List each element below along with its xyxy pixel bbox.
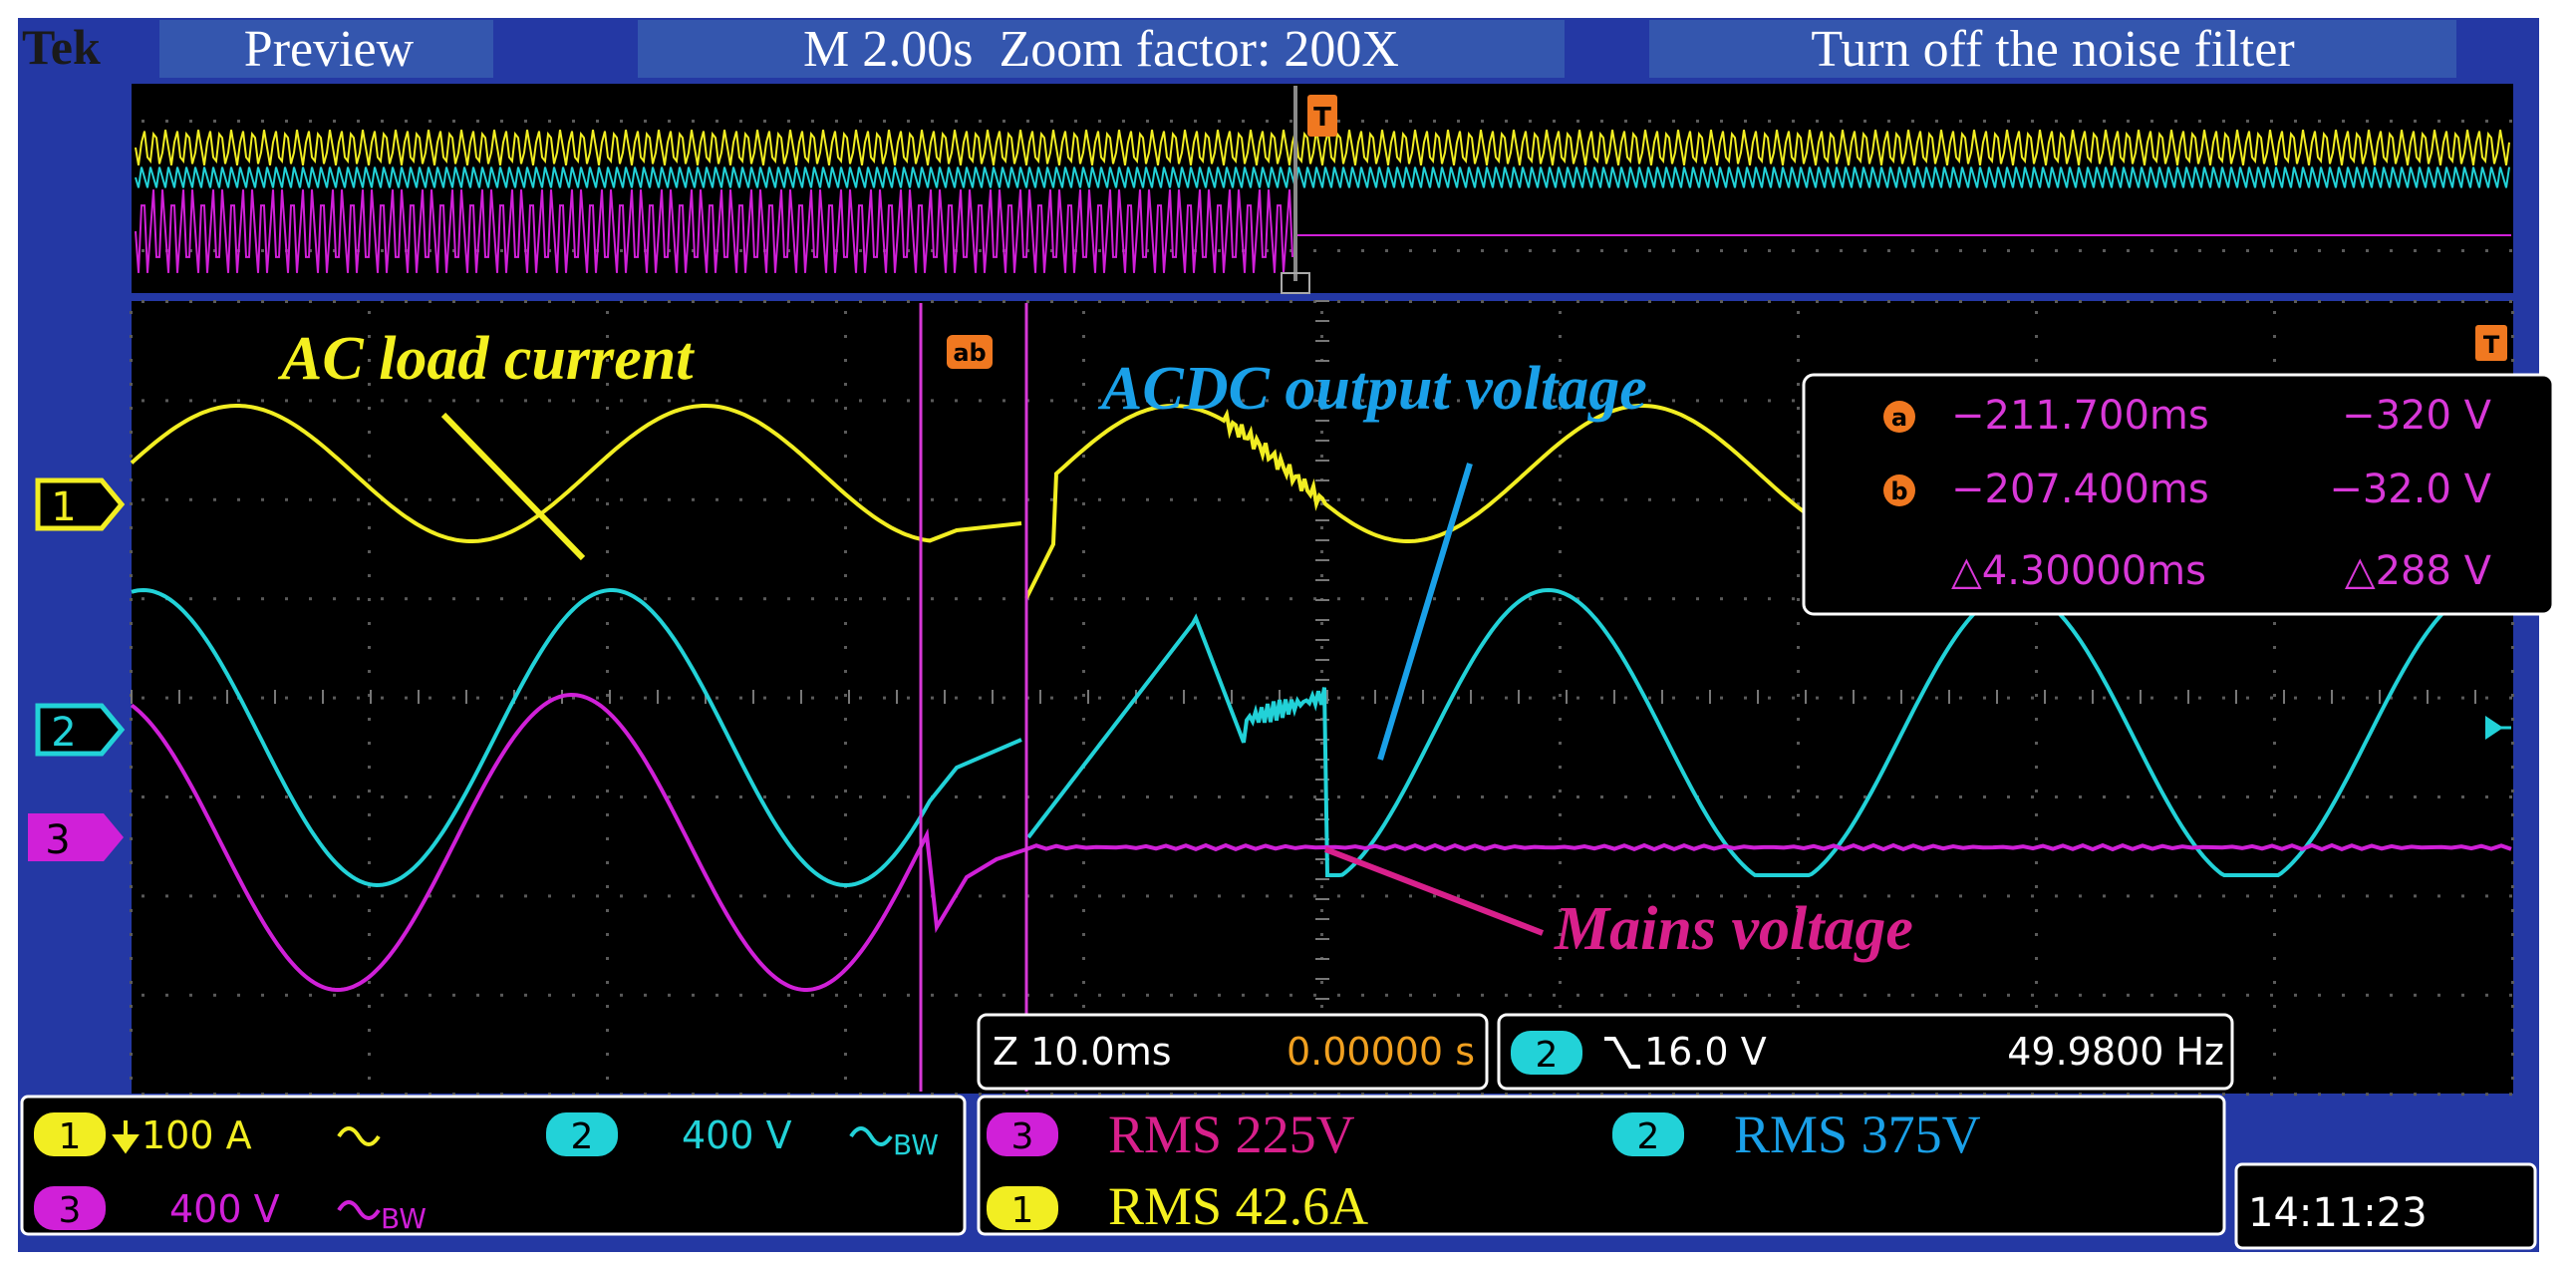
ch1-scale: 100 A bbox=[142, 1113, 252, 1157]
ch3-ac-coupling-icon bbox=[337, 1200, 381, 1220]
brand-logo: Tek bbox=[22, 19, 101, 75]
preview-trace-ch1 bbox=[135, 130, 2510, 165]
trace-ch2-acdc-output-voltage bbox=[131, 587, 2513, 888]
trigger-channel-badge bbox=[1511, 1031, 1582, 1075]
ch3-badge bbox=[34, 1186, 106, 1230]
annotation-mains-voltage: Mains voltage bbox=[1554, 895, 1913, 963]
svg-text:3: 3 bbox=[1011, 1116, 1034, 1157]
meas-ch1-rms: RMS 42.6A bbox=[1108, 1176, 1368, 1236]
clock-time: 14:11:23 bbox=[2248, 1190, 2428, 1236]
annotation-ac-load-current-pointer bbox=[440, 412, 586, 561]
annotation-acdc-output-voltage-pointer bbox=[1377, 463, 1473, 761]
svg-text:a: a bbox=[1891, 404, 1907, 432]
cursor-readout-panel: a −211.700ms −320 V b −207.400ms −32.0 V… bbox=[1802, 373, 2555, 616]
svg-text:1: 1 bbox=[59, 1116, 82, 1157]
zoom-position: 0.00000 s bbox=[1287, 1030, 1475, 1074]
cursor-a-icon bbox=[1883, 401, 1915, 433]
svg-text:2: 2 bbox=[1536, 1035, 1559, 1076]
ch2-scale: 400 V bbox=[682, 1113, 792, 1157]
svg-text:1: 1 bbox=[51, 484, 76, 530]
meas-ch1-badge bbox=[987, 1186, 1058, 1230]
trigger-level-icon bbox=[2475, 325, 2507, 361]
cursor-ab-icon bbox=[947, 335, 993, 369]
meas-ch2-badge bbox=[1612, 1112, 1684, 1156]
annotation-acdc-output-voltage: ACDC output voltage bbox=[1097, 355, 1647, 423]
cursor-a-value: −320 V bbox=[2342, 393, 2492, 439]
meas-ch3-rms: RMS 225V bbox=[1108, 1105, 1355, 1164]
clock-panel: 14:11:23 bbox=[2234, 1162, 2537, 1250]
ch1-ac-coupling-icon bbox=[337, 1126, 381, 1146]
ch2-badge bbox=[546, 1112, 618, 1156]
meas-ch2-rms: RMS 375V bbox=[1734, 1105, 1981, 1164]
meas-ch3-badge bbox=[987, 1112, 1058, 1156]
annotation-ac-load-current: AC load current bbox=[277, 325, 695, 393]
cursor-ab-label: ab bbox=[953, 339, 986, 367]
cursor-delta-time: △4.30000ms bbox=[1951, 548, 2206, 594]
preview-trace-ch3 bbox=[135, 189, 2511, 273]
ch2-bw-limit: BW bbox=[893, 1128, 939, 1161]
cursor-b-time: −207.400ms bbox=[1951, 467, 2209, 512]
svg-text:2: 2 bbox=[571, 1116, 594, 1157]
measurement-panel: 3 RMS 225V 1 RMS 42.6A 2 RMS 375V bbox=[977, 1095, 2226, 1236]
cursor-b-value: −32.0 V bbox=[2329, 467, 2491, 512]
svg-text:3: 3 bbox=[59, 1190, 82, 1231]
trigger-marker-icon bbox=[1307, 95, 1337, 137]
ch1-ground-marker: 1 bbox=[35, 477, 126, 531]
trace-ch3-mains-voltage bbox=[130, 692, 2512, 993]
trigger-frequency: 49.9800 Hz bbox=[2007, 1030, 2224, 1074]
ch2-ac-coupling-icon bbox=[849, 1126, 893, 1146]
ch2-ground-marker: 2 bbox=[35, 703, 126, 757]
cursor-delta-value: △288 V bbox=[2345, 548, 2492, 594]
svg-text:1: 1 bbox=[1011, 1190, 1034, 1231]
cursor-a-time: −211.700ms bbox=[1951, 393, 2209, 439]
annotation-mains-voltage-pointer bbox=[1323, 846, 1545, 936]
trigger-level: 16.0 V bbox=[1644, 1030, 1767, 1074]
ch3-scale: 400 V bbox=[169, 1187, 280, 1231]
ch1-badge bbox=[34, 1112, 106, 1156]
zoom-scale: Z 10.0ms bbox=[993, 1030, 1172, 1074]
preview-label: Preview bbox=[244, 21, 415, 78]
svg-text:b: b bbox=[1890, 477, 1907, 505]
preview-trace-ch2 bbox=[135, 166, 2510, 188]
preview-box bbox=[159, 20, 493, 78]
timebase-label: M 2.00s Zoom factor: 200X bbox=[803, 21, 1399, 78]
svg-text:3: 3 bbox=[45, 817, 70, 863]
ch3-ground-marker: 3 bbox=[28, 813, 124, 863]
trigger-level-letter: T bbox=[2483, 331, 2500, 359]
trigger-info-panel[interactable]: 2 16.0 V 49.9800 Hz bbox=[1497, 1013, 2234, 1091]
event-label: Turn off the noise filter bbox=[1811, 21, 2294, 78]
svg-text:2: 2 bbox=[1637, 1116, 1660, 1157]
trigger-marker-letter: T bbox=[1313, 103, 1331, 133]
event-box bbox=[1649, 20, 2456, 78]
falling-edge-icon bbox=[1604, 1037, 1640, 1069]
ch3-bw-limit: BW bbox=[381, 1202, 427, 1235]
timebase-box bbox=[638, 20, 1565, 78]
cursor-b-icon bbox=[1883, 474, 1915, 506]
channel-settings-panel[interactable]: 1 100 A 2 400 V BW 3 400 V BW bbox=[20, 1095, 967, 1236]
preview-zoom-box bbox=[1281, 272, 1310, 294]
zoom-info-panel[interactable]: Z 10.0ms 0.00000 s bbox=[977, 1013, 1489, 1091]
ch1-dc-coupling-icon bbox=[112, 1120, 140, 1154]
svg-text:2: 2 bbox=[51, 710, 76, 756]
